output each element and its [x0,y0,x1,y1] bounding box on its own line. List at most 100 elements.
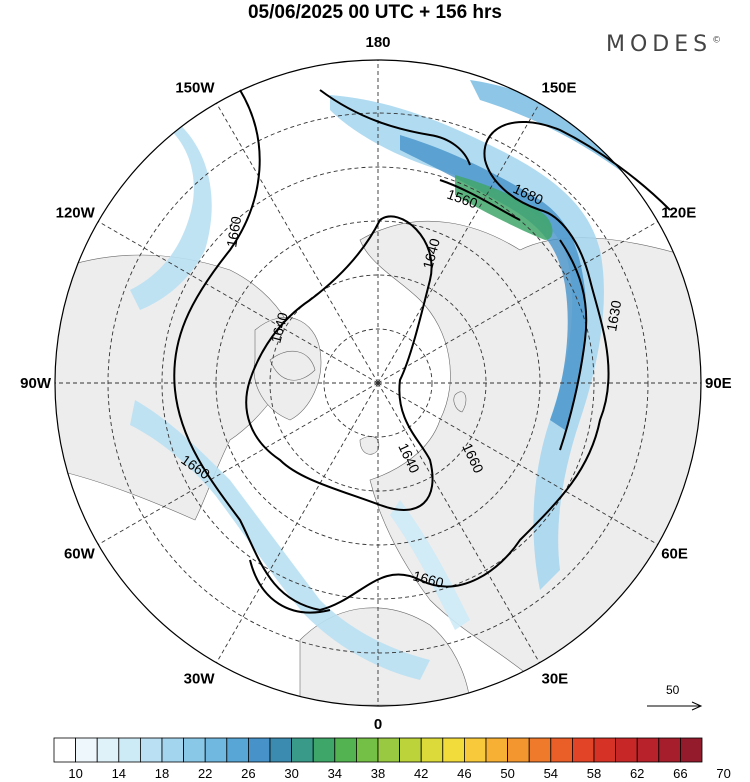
colorbar-tick-label: 14 [112,766,126,781]
longitude-label: 60W [64,546,96,563]
meridian-line [216,103,379,384]
graticule [55,60,701,706]
colorbar-swatch [75,737,98,763]
colorbar-swatch [442,737,465,763]
colorbar-swatch [377,737,401,763]
land-novaya-zemlya [453,391,467,413]
colorbar-swatch [572,737,595,763]
colorbar-tick-label: 42 [414,766,428,781]
longitude-label: 60E [661,546,688,563]
modes-logo: MODES© [606,32,721,57]
longitude-label: 120W [56,205,96,222]
colorbar-tick-label: 38 [371,766,385,781]
contour-arc-lower [249,559,331,614]
meridian-line [377,103,540,384]
colorbar-swatch [96,737,120,763]
reference-vector-label: 50 [666,683,680,697]
meridian-line [377,221,658,384]
contour-label-1660-nw: 1660 [223,215,244,249]
latitude-circle-50 [161,166,595,600]
colorbar-tick-label: 30 [284,766,298,781]
colorbar-swatch [118,737,141,763]
longitude-label: 90W [20,375,52,392]
contour-label-1640-w: 1640 [267,310,291,344]
meridian-line [216,382,379,663]
longitude-labels: 180 150E 120E 90E 60E 30E 0 30W 60W 90W 120W 150W [20,34,732,733]
contour-1630 [559,239,588,451]
latitude-circle-80 [323,328,433,438]
colorbar-swatch [312,737,336,763]
colorbar-swatch [139,737,163,763]
contour-label-1630: 1630 [603,299,624,333]
colorbar-swatch [183,737,206,763]
longitude-label: 30E [542,670,569,687]
colorbar-swatch [658,737,681,763]
copyright-mark: © [712,35,722,46]
colorbar-swatch [399,737,422,763]
jet-west-pacific [130,120,212,310]
longitude-label: 120E [661,205,696,222]
colorbar-tick-label: 46 [457,766,471,781]
contour-label-1660-s: 1660 [411,567,445,591]
longitude-label: 30W [184,670,216,687]
colorbar-swatch [550,737,573,763]
reference-arrow-head [691,701,703,711]
meridian-line [98,221,379,384]
jet-upper-ne [470,80,690,230]
colorbar-swatch [615,737,638,763]
colorbar-tick-label: 18 [155,766,169,781]
colorbar-tick-label: 34 [328,766,342,781]
colorbar-tick-label: 54 [544,766,558,781]
colorbar-labels: 10 14 18 22 26 30 34 38 42 46 50 54 58 62 66 70 [68,766,730,781]
longitude-label: 180 [365,34,390,51]
colorbar-swatch [291,737,314,763]
arctic-islands [269,351,467,455]
colorbar-swatch [204,737,228,763]
meridian-lines [55,60,701,706]
jet-europe [390,500,470,630]
meridian-line [98,382,379,545]
colorbar-swatch [420,737,444,763]
colorbar-tick-label: 66 [673,766,687,781]
height-contours [173,89,671,614]
land-canadian-archipelago [269,351,316,381]
contour-1660-outer [173,89,671,612]
colorbar-swatch [636,737,660,763]
meridian-line [377,382,658,545]
colorbar-swatch [593,737,617,763]
colorbar-swatch [161,737,185,763]
contour-1560 [439,179,521,221]
reference-vector: 50 [647,683,703,711]
longitude-label: 150E [542,80,577,97]
longitude-label: 90E [705,375,732,392]
colorbar-swatch [334,737,357,763]
colorbar-swatch [355,737,379,763]
contour-labels: 1560 1680 1640 1660 1630 1640 1660 1640 … [178,180,624,591]
colorbar-swatch [528,737,552,763]
colorbar-swatch [53,737,77,763]
jet-core [400,135,587,430]
contour-arc-upper [319,89,471,166]
colorbar-tick-label: 10 [68,766,82,781]
colorbar-tick-label: 26 [241,766,255,781]
map-title: 05/06/2025 00 UTC + 156 hrs [247,2,503,23]
colorbar-tick-label: 58 [587,766,601,781]
colorbar-swatch [485,737,509,763]
colorbar [53,737,703,763]
contour-1640-inner [245,215,434,511]
colorbar-swatch [507,737,530,763]
longitude-label: 0 [374,716,382,733]
colorbar-swatch [680,737,703,763]
contour-label-1640-ne: 1640 [419,236,443,270]
colorbar-tick-label: 22 [198,766,212,781]
colorbar-tick-label: 50 [500,766,514,781]
colorbar-swatch [463,737,487,763]
colorbar-tick-label: 70 [716,766,730,781]
colorbar-tick-label: 62 [630,766,644,781]
longitude-label: 150W [175,80,215,97]
brand-text: MODES [606,32,713,57]
colorbar-swatch [247,737,271,763]
colorbar-swatch [269,737,293,763]
colorbar-swatch [226,737,249,763]
